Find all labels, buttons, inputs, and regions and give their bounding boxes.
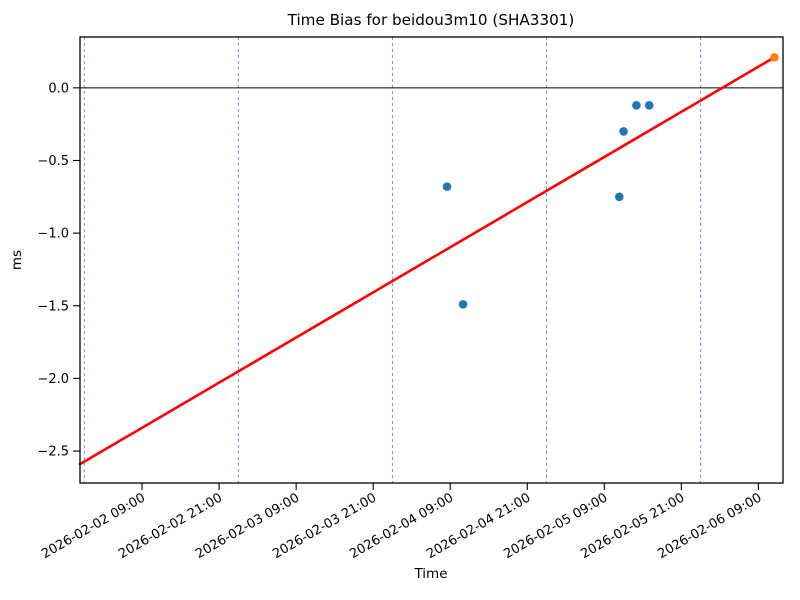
plot-spines xyxy=(79,36,784,484)
y-tick-label: −2.0 xyxy=(37,372,69,387)
bias-observations-point xyxy=(458,300,468,309)
y-axis-label: ms xyxy=(9,250,25,270)
latest-observation-point xyxy=(770,53,779,62)
y-tick-label: 0.0 xyxy=(48,81,69,96)
line-layer xyxy=(78,56,783,466)
chart-title: Time Bias for beidou3m10 (SHA3301) xyxy=(287,11,575,29)
bias-observations-point xyxy=(614,192,624,202)
bias-observations-point xyxy=(442,182,452,191)
bias-observations-point xyxy=(644,100,654,110)
y-tick-label: −1.5 xyxy=(37,299,69,314)
gridline-layer xyxy=(83,37,702,483)
bias-observations-point xyxy=(619,127,628,136)
axes-layer xyxy=(73,36,784,490)
x-axis-label: Time xyxy=(413,566,447,582)
y-tick-label: −2.5 xyxy=(37,445,69,460)
trend-line xyxy=(78,56,776,466)
point-layer xyxy=(442,53,779,309)
bias-observations-point xyxy=(632,100,641,110)
y-tick-label: −1.0 xyxy=(37,227,69,242)
y-tick-label: −0.5 xyxy=(37,154,69,169)
